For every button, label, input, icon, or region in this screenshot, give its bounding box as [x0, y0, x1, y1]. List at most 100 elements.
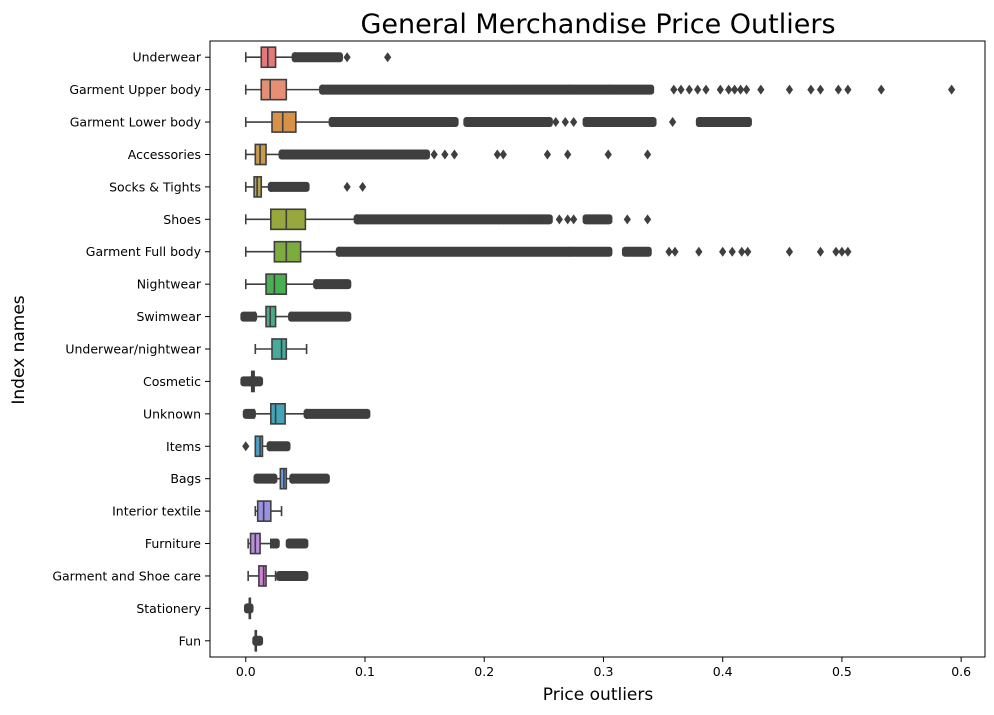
outlier-point [807, 84, 815, 95]
outlier-point [844, 246, 852, 257]
box-swimwear [240, 305, 352, 328]
outlier-point [441, 149, 449, 160]
outlier-point [757, 84, 765, 95]
y-tick-label-garment-upper-body: Garment Upper body [69, 82, 201, 97]
iqr-box [270, 208, 307, 231]
outlier-point [430, 149, 438, 160]
outlier-point [816, 84, 825, 95]
outlier-point [242, 441, 250, 452]
outlier-cluster [242, 408, 256, 419]
outlier-point [877, 84, 885, 95]
outlier-cluster [278, 149, 397, 160]
outlier-cluster [267, 181, 310, 192]
box-garment-lower-body [244, 111, 752, 133]
iqr-box [258, 565, 267, 587]
box-garment-and-shoe-care [247, 565, 309, 587]
box-interior-textile [254, 500, 283, 522]
outlier-point [531, 214, 540, 225]
outlier-point [695, 246, 703, 257]
outlier-point [499, 214, 507, 225]
y-tick-label-stationery: Stationery [136, 601, 201, 616]
y-axis: Underwear Garment Upper body Garment Lower… [52, 50, 210, 648]
y-axis-label: Index names [9, 295, 29, 404]
outlier-cluster [288, 311, 352, 322]
x-tick-label: 0.5 [832, 664, 852, 679]
box-items [242, 435, 291, 458]
outlier-point [714, 117, 722, 128]
outlier-point [694, 84, 702, 95]
box-unknown [242, 402, 371, 425]
outlier-point [343, 52, 351, 63]
outlier-cluster [463, 117, 553, 128]
y-tick-label-fun: Fun [179, 633, 201, 648]
x-axis: 0.0 0.1 0.2 0.3 0.4 0.5 0.6 [236, 657, 971, 679]
box-cosmetic [240, 370, 264, 393]
outlier-point [552, 117, 560, 128]
outlier-point [816, 246, 825, 257]
x-tick-label: 0.0 [236, 664, 256, 679]
outlier-point [384, 52, 392, 63]
outlier-point [744, 246, 752, 257]
y-tick-label-cosmetic: Cosmetic [143, 374, 201, 389]
outlier-point [670, 84, 678, 95]
outlier-point [570, 214, 578, 225]
outlier-cluster [243, 603, 254, 614]
outlier-point [523, 214, 531, 225]
outlier-cluster [252, 635, 264, 646]
outlier-point [604, 149, 612, 160]
box-stationery [243, 597, 254, 620]
y-tick-label-underwear: Underwear [132, 50, 201, 65]
outlier-point [731, 84, 739, 95]
outlier-point [499, 149, 507, 160]
y-tick-label-unknown: Unknown [143, 406, 201, 421]
outlier-point [514, 214, 522, 225]
outlier-point [702, 84, 710, 95]
box-shoes [244, 208, 652, 231]
outlier-point [785, 84, 794, 95]
outlier-cluster [313, 279, 352, 290]
iqr-box [265, 273, 288, 296]
outlier-point [493, 149, 501, 160]
outlier-point [359, 181, 367, 192]
x-tick-label: 0.6 [951, 664, 971, 679]
plot-area [240, 46, 956, 652]
y-tick-label-bags: Bags [170, 471, 201, 486]
x-axis-label: Price outliers [543, 685, 654, 705]
outlier-point [561, 117, 569, 128]
outlier-point [719, 246, 727, 257]
x-tick-label: 0.2 [474, 664, 494, 679]
outlier-cluster [335, 246, 574, 257]
outlier-point [665, 246, 673, 257]
outlier-cluster [253, 473, 278, 484]
box-accessories [244, 143, 652, 166]
y-tick-label-garment-lower-body: Garment Lower body [70, 115, 202, 130]
iqr-box [270, 402, 286, 425]
outlier-point [685, 84, 693, 95]
y-tick-label-interior-textile: Interior textile [112, 504, 201, 519]
outlier-cluster [582, 117, 657, 128]
y-tick-label-items: Items [166, 439, 201, 454]
outlier-cluster [582, 214, 613, 225]
outlier-point [677, 84, 685, 95]
outlier-cluster [276, 570, 309, 581]
outlier-point [643, 149, 652, 160]
outlier-cluster [695, 117, 752, 128]
y-tick-label-shoes: Shoes [163, 212, 201, 227]
outlier-cluster [270, 538, 280, 549]
box-fun [252, 629, 264, 652]
y-tick-label-furniture: Furniture [145, 536, 201, 551]
iqr-box [271, 338, 288, 360]
outlier-point [623, 214, 631, 225]
outlier-cluster [353, 214, 502, 225]
plot-frame [209, 40, 986, 658]
outlier-cluster [240, 311, 258, 322]
outlier-point [707, 117, 715, 128]
box-nightwear [244, 273, 352, 296]
outlier-point [948, 84, 956, 95]
outlier-cluster [606, 84, 655, 95]
outlier-point [570, 117, 578, 128]
box-underwear [244, 46, 392, 69]
outlier-cluster [319, 84, 574, 95]
outlier-cluster [291, 52, 343, 63]
